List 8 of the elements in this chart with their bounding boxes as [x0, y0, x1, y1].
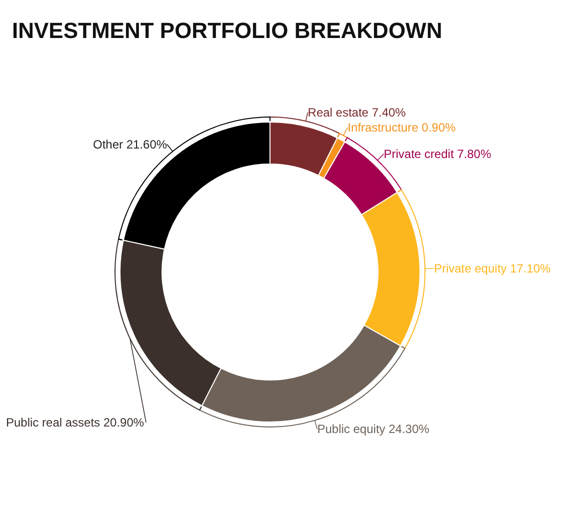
slice-label: Private credit 7.80%: [384, 146, 492, 161]
slice-label: Private equity 17.10%: [434, 261, 552, 276]
slice-label: Public real assets 20.90%: [6, 416, 144, 430]
slice-label: Public equity 24.30%: [317, 422, 430, 436]
slice-label: Real estate 7.40%: [308, 105, 406, 120]
chart-title: INVESTMENT PORTFOLIO BREAKDOWN: [12, 18, 442, 43]
slice-label: Infrastructure 0.90%: [348, 120, 456, 135]
slice-label: Other 21.60%: [93, 137, 168, 152]
